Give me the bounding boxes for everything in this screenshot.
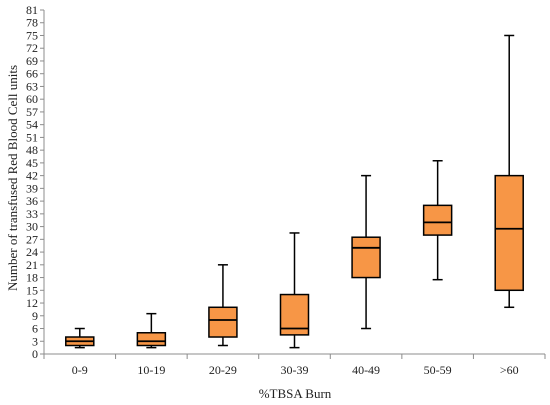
y-tick-label: 60 (26, 92, 38, 106)
y-tick-label: 3 (32, 334, 38, 348)
y-axis: 0369121518212427303336394245485154576063… (26, 3, 45, 361)
y-tick-label: 6 (32, 322, 38, 336)
y-tick-label: 27 (26, 232, 38, 246)
box-group (65, 327, 95, 349)
y-tick-label: 57 (26, 105, 38, 119)
x-tick-label: 50-59 (424, 363, 452, 377)
y-tick-label: 72 (26, 41, 38, 55)
x-tick-label: 0-9 (72, 363, 88, 377)
y-tick-label: 39 (26, 181, 38, 195)
box-group (351, 174, 381, 330)
y-tick-label: 69 (26, 54, 38, 68)
iqr-box (351, 236, 381, 279)
iqr-box (208, 306, 238, 338)
y-tick-label: 21 (26, 258, 38, 272)
y-tick-label: 18 (26, 271, 38, 285)
x-axis-label: %TBSA Burn (259, 386, 332, 401)
y-axis-label: Number of transfused Red Blood Cell unit… (5, 65, 20, 291)
y-tick-label: 48 (26, 143, 38, 157)
x-tick-label: 10-19 (137, 363, 165, 377)
box-group (494, 34, 524, 309)
box-group (208, 264, 238, 347)
x-tick-label: >60 (500, 363, 519, 377)
y-tick-label: 66 (26, 67, 38, 81)
y-tick-label: 54 (26, 118, 38, 132)
box-group (279, 232, 310, 349)
box-group (136, 312, 167, 349)
y-tick-label: 9 (32, 309, 38, 323)
y-tick-label: 33 (26, 207, 38, 221)
y-tick-label: 36 (26, 194, 38, 208)
y-tick-label: 30 (26, 220, 38, 234)
y-tick-label: 45 (26, 156, 38, 170)
y-tick-label: 42 (26, 169, 38, 183)
y-tick-label: 51 (26, 130, 38, 144)
x-axis: 0-9 10-19 20-29 30-39 40-49 50-59 >60 (43, 353, 546, 377)
y-tick-label: 12 (26, 296, 38, 310)
x-tick-label: 40-49 (352, 363, 380, 377)
iqr-box (494, 174, 524, 292)
x-tick-label: 30-39 (281, 363, 309, 377)
y-tick-label: 24 (26, 245, 38, 259)
iqr-box (136, 332, 167, 347)
x-tick-label: 20-29 (209, 363, 237, 377)
iqr-box (422, 204, 453, 236)
y-tick-label: 0 (32, 347, 38, 361)
box-group (422, 160, 453, 281)
y-tick-label: 15 (26, 283, 38, 297)
box-series (65, 34, 524, 349)
y-tick-label: 78 (26, 16, 38, 30)
y-tick-label: 81 (26, 3, 38, 17)
y-tick-label: 75 (26, 28, 38, 42)
y-tick-label: 63 (26, 79, 38, 93)
